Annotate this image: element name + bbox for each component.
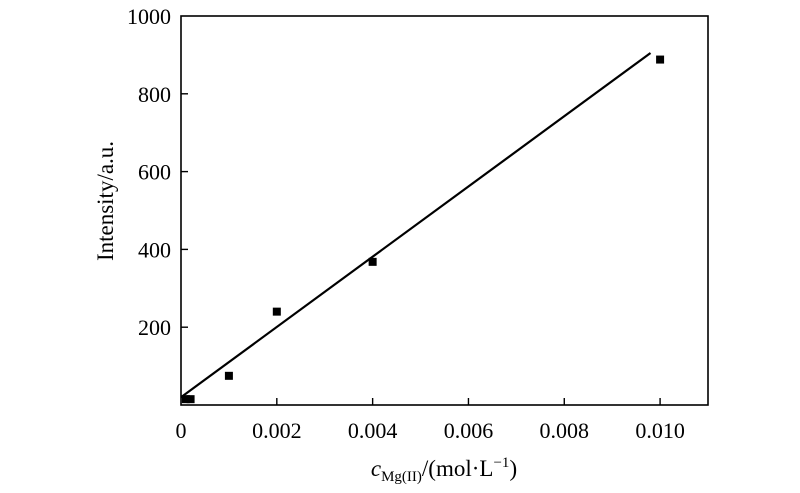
data-point [224, 371, 233, 380]
x-tick-label: 0.006 [444, 418, 494, 443]
x-tick-label: 0 [176, 418, 187, 443]
y-axis: 200 400 600 800 1000 [127, 4, 188, 340]
x-axis-title-unit-exponent: −1 [493, 455, 509, 471]
y-tick-label: 1000 [127, 4, 171, 29]
plot-frame [180, 15, 709, 406]
data-point [181, 395, 190, 404]
x-axis: 0 0.002 0.004 0.006 0.008 0.010 [176, 398, 685, 443]
y-tick-label: 200 [138, 315, 171, 340]
x-axis-title-symbol: c [371, 456, 381, 481]
y-tick-label: 400 [138, 237, 171, 262]
x-axis-title-unit: /(mol·L [422, 456, 494, 481]
x-axis-title-subscript: Mg(II) [381, 469, 422, 485]
x-tick-label: 0.010 [635, 418, 685, 443]
fit-line [180, 52, 652, 399]
x-tick-label: 0.002 [252, 418, 302, 443]
data-point [368, 257, 377, 266]
y-tick-label: 600 [138, 160, 171, 185]
data-point [656, 55, 665, 64]
x-tick-label: 0.008 [540, 418, 590, 443]
x-axis-title-unit-close: ) [509, 456, 517, 481]
y-axis-title: Intensity/a.u. [93, 141, 118, 261]
x-axis-title: cMg(II)/(mol·L−1) [371, 455, 517, 485]
data-point [272, 307, 281, 316]
data-point [186, 395, 195, 404]
y-tick-label: 800 [138, 82, 171, 107]
data-points [181, 55, 665, 404]
plot-area: 0 0.002 0.004 0.006 0.008 0.010 200 400 600 800 1… [127, 4, 709, 443]
x-tick-label: 0.004 [348, 418, 398, 443]
